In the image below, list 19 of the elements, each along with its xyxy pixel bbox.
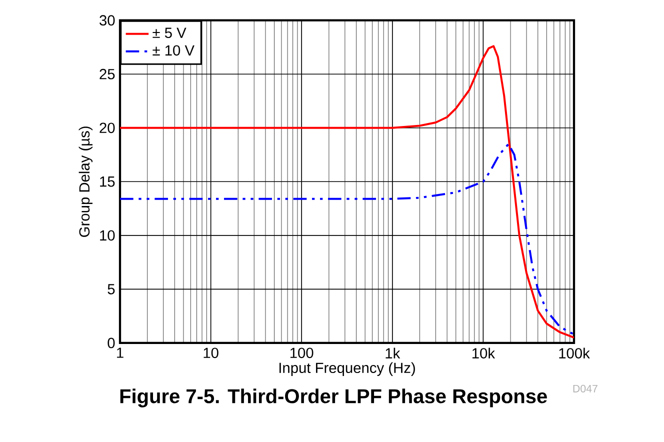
text: D047: [573, 384, 598, 392]
y-tick-label: 10: [100, 230, 115, 241]
y-tick-label: 30: [100, 15, 115, 26]
x-axis-title: Input Frequency (Hz): [279, 362, 415, 376]
text: Figure 7-5. Third-Order LPF Phase Response: [120, 388, 547, 408]
legend-label: ± 10 V: [152, 45, 194, 56]
x-tick-label: 100k: [559, 348, 590, 358]
y-tick-label: 0: [108, 338, 115, 348]
y-tick-label: 25: [100, 68, 115, 80]
y-tick-label: 15: [100, 176, 115, 187]
y-tick-label: 5: [108, 284, 115, 294]
y-axis-title: Group Delay (µs): [78, 126, 92, 237]
x-tick-label: 10: [204, 348, 218, 358]
x-tick-label: 1: [117, 348, 124, 358]
x-tick-label: 100: [290, 348, 314, 358]
y-tick-label: 20: [100, 122, 115, 134]
legend-label: ± 5 V: [152, 28, 186, 38]
x-tick-label: 1k: [386, 348, 400, 358]
x-tick-label: 10k: [472, 348, 496, 358]
